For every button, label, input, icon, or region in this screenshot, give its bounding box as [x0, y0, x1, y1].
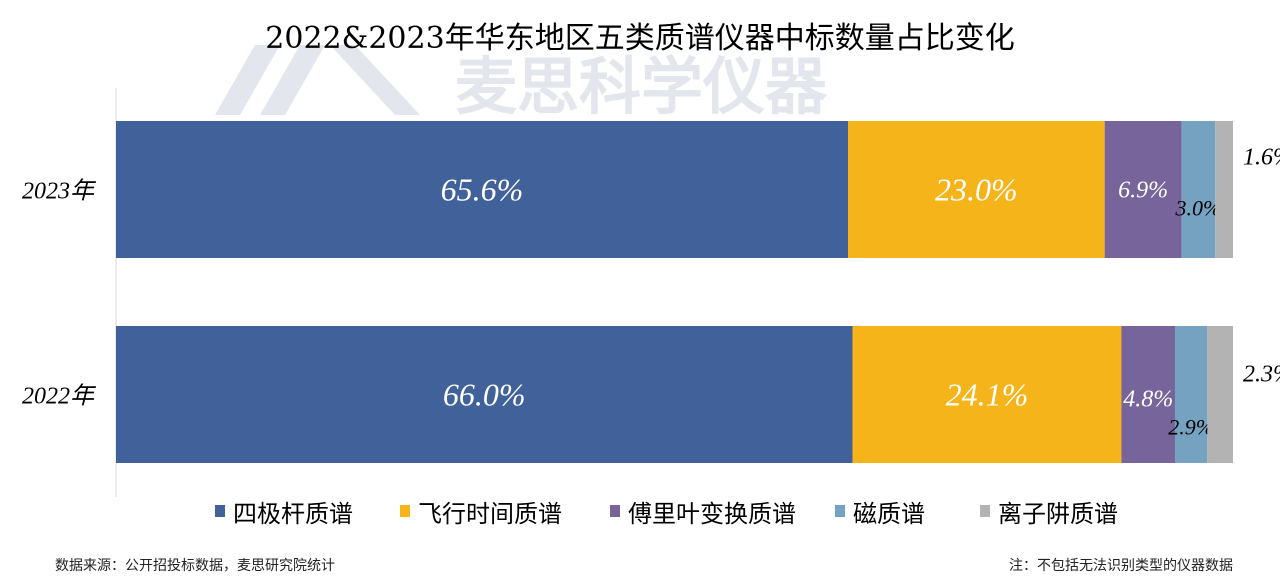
legend-item: 磁质谱 [835, 500, 925, 528]
category-label: 2023年 [22, 178, 97, 205]
bar-segment [116, 121, 849, 258]
legend-item: 离子阱质谱 [980, 500, 1118, 528]
legend-item: 四极杆质谱 [215, 500, 353, 528]
watermark-text: 麦思科学仪器 [455, 50, 828, 123]
bar-segment [1207, 326, 1233, 463]
bar-segment [116, 326, 853, 463]
bar-segment [852, 326, 1122, 463]
legend-item: 飞行时间质谱 [400, 500, 562, 528]
data-label: 24.1% [946, 377, 1029, 413]
legend-label: 磁质谱 [853, 500, 925, 528]
legend-swatch [610, 505, 620, 517]
category-label: 2022年 [22, 383, 97, 410]
bar-segment [1121, 326, 1175, 463]
bar-segment [1174, 326, 1208, 463]
data-label: 2.3% [1243, 362, 1280, 388]
source-note: 数据来源：公开招投标数据，麦思研究院统计 [55, 558, 335, 574]
legend-label: 傅里叶变换质谱 [628, 500, 796, 528]
legend-swatch [980, 505, 990, 517]
legend-label: 飞行时间质谱 [418, 500, 562, 528]
legend-item: 傅里叶变换质谱 [610, 500, 796, 528]
data-label: 4.8% [1123, 387, 1173, 413]
watermark-logo: 麦思科学仪器 [215, 45, 828, 123]
data-label: 2.9% [1168, 415, 1214, 440]
chart-title: 2022&2023年华东地区五类质谱仪器中标数量占比变化 [265, 21, 1014, 56]
bar-segment [1181, 121, 1216, 258]
legend-label: 四极杆质谱 [233, 500, 353, 528]
data-label: 23.0% [935, 172, 1018, 208]
legend-swatch [215, 505, 225, 517]
legend-swatch [400, 505, 410, 517]
bar-segment [1215, 121, 1233, 258]
data-label: 3.0% [1174, 196, 1221, 221]
bar-segment [1104, 121, 1182, 258]
exclusion-note: 注：不包括无法识别类型的仪器数据 [1009, 558, 1233, 574]
data-label: 1.6% [1243, 145, 1280, 171]
legend-swatch [835, 505, 845, 517]
data-label: 66.0% [443, 377, 526, 413]
legend-label: 离子阱质谱 [998, 500, 1118, 528]
data-label: 6.9% [1118, 178, 1168, 204]
data-label: 65.6% [441, 172, 524, 208]
bar-segment [848, 121, 1105, 258]
